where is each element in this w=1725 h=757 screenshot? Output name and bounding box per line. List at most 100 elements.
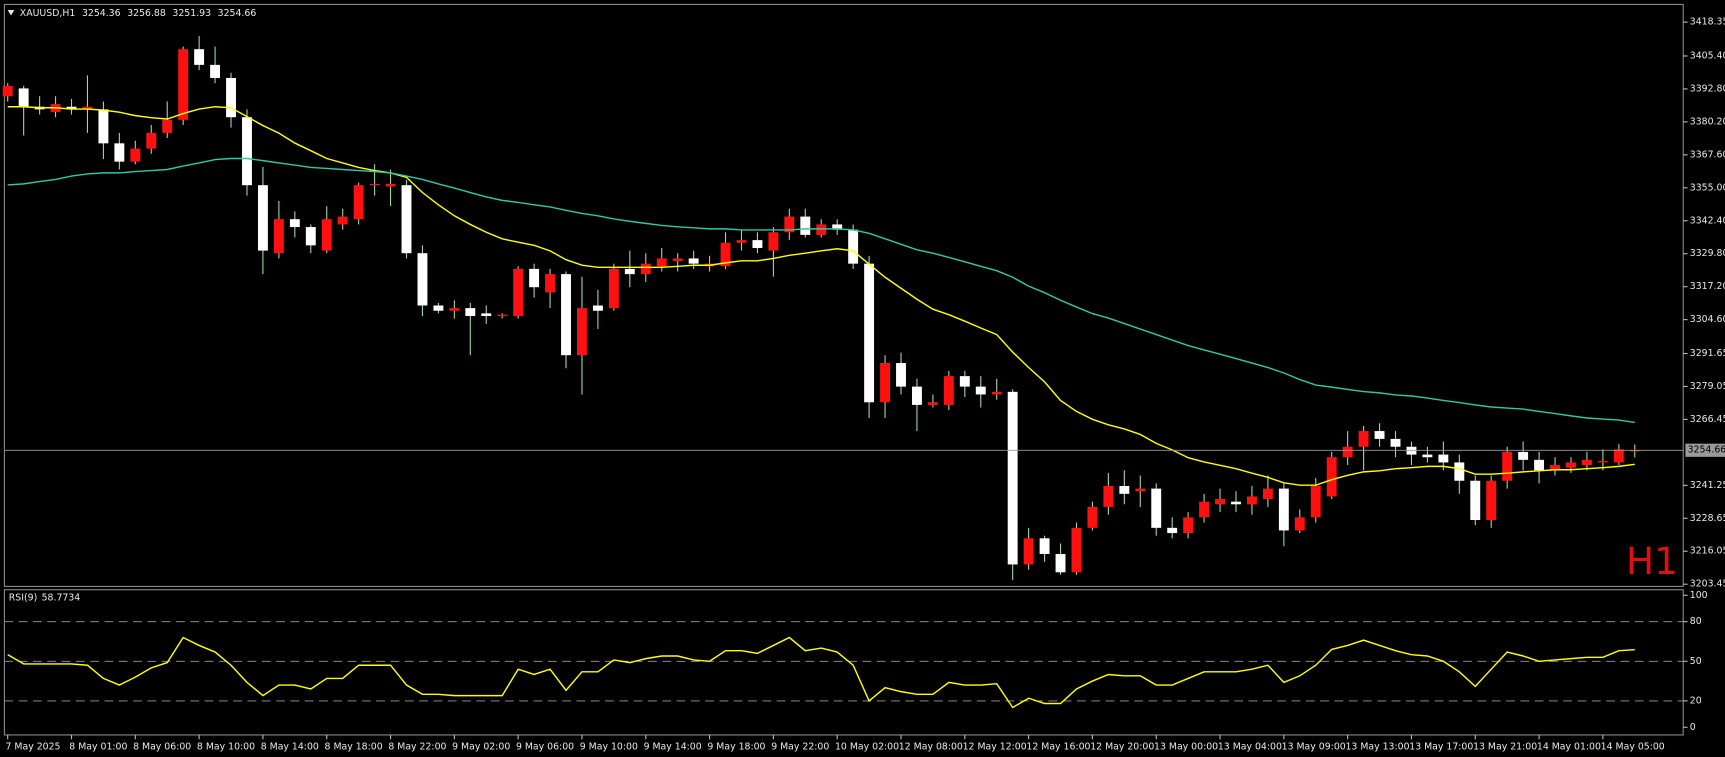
candle-body xyxy=(82,106,93,110)
candle-body xyxy=(577,308,587,356)
candle-body xyxy=(1183,517,1194,534)
candle-body xyxy=(417,253,428,306)
candle-body xyxy=(1470,480,1481,520)
candle-body xyxy=(1278,488,1289,531)
y-tick-label: 3304.60 xyxy=(1690,314,1725,325)
candle-body xyxy=(943,376,954,405)
candle-body xyxy=(991,391,1002,395)
candle-body xyxy=(513,268,524,316)
menu-triangle[interactable] xyxy=(7,9,15,16)
candle-body xyxy=(481,313,492,316)
header-open: 3254.36 xyxy=(82,8,121,19)
candle-body xyxy=(257,185,268,251)
candle-body xyxy=(1550,465,1560,471)
candle-body xyxy=(672,258,683,262)
candle-body xyxy=(1055,553,1066,573)
candle-body xyxy=(497,314,508,316)
x-tick-label: 13 May 09:00 xyxy=(1282,742,1346,753)
moving-average xyxy=(7,106,1635,486)
candle-body xyxy=(178,49,189,120)
candle-body xyxy=(1518,451,1529,460)
candle-body xyxy=(1422,454,1433,458)
candle-body xyxy=(912,386,922,405)
x-tick-label: 12 May 08:00 xyxy=(899,742,963,753)
candle-body xyxy=(1199,501,1210,518)
candle-body xyxy=(688,258,699,264)
candle-body xyxy=(1358,431,1369,447)
candle-body xyxy=(864,263,875,403)
candle-body xyxy=(305,227,316,246)
candle-body xyxy=(289,219,300,228)
candle-body xyxy=(1502,451,1513,481)
candle-body xyxy=(401,185,412,254)
y-tick-label: 3329.80 xyxy=(1690,248,1725,259)
x-tick-label: 9 May 14:00 xyxy=(644,742,702,753)
candle-body xyxy=(752,240,763,248)
y-tick-label: 3355.00 xyxy=(1690,182,1725,193)
y-tick-label: 3279.05 xyxy=(1690,381,1725,392)
y-tick-label: 20 xyxy=(1690,695,1702,706)
header-low: 3251.93 xyxy=(172,8,211,19)
candle-body xyxy=(114,143,125,162)
y-tick-label: 3380.20 xyxy=(1690,116,1725,127)
candle-body xyxy=(146,132,157,149)
candle-body xyxy=(433,305,444,311)
main-panel xyxy=(3,3,1684,587)
y-tick-label: 3317.20 xyxy=(1690,281,1725,292)
candle-body xyxy=(1135,488,1146,492)
candle-body xyxy=(608,268,619,309)
candle-body xyxy=(1438,454,1449,463)
candle-body xyxy=(2,85,13,97)
candle-body xyxy=(18,88,29,107)
candle-body xyxy=(880,363,891,403)
candle-body xyxy=(194,49,205,65)
y-tick-label: 3367.60 xyxy=(1690,149,1725,160)
candle-body xyxy=(1566,462,1576,468)
candle-body xyxy=(656,258,667,267)
candle-body xyxy=(1151,488,1162,528)
current-price-label: 3254.66 xyxy=(1688,445,1725,456)
y-tick-label: 3241.25 xyxy=(1690,480,1725,491)
candle-body xyxy=(1071,527,1082,573)
y-tick-label: 3291.65 xyxy=(1690,348,1725,359)
candle-body xyxy=(465,308,476,316)
candle-body xyxy=(1215,499,1225,505)
y-tick-label: 3392.80 xyxy=(1690,83,1725,94)
candle-body xyxy=(1103,485,1114,507)
candle-body xyxy=(1007,391,1018,565)
moving-average xyxy=(7,157,1635,424)
x-tick-label: 8 May 10:00 xyxy=(197,742,255,753)
candle-body xyxy=(1310,485,1321,518)
x-tick-label: 9 May 02:00 xyxy=(452,742,510,753)
y-tick-label: 0 xyxy=(1690,722,1696,733)
x-tick-label: 13 May 04:00 xyxy=(1218,742,1282,753)
candle-body xyxy=(768,232,779,251)
candle-body xyxy=(975,386,986,395)
candle-body xyxy=(1119,485,1130,494)
candle-body xyxy=(1246,496,1257,505)
candle-body xyxy=(624,268,635,275)
candle-body xyxy=(1231,501,1241,505)
candle-body xyxy=(832,224,843,230)
y-tick-label: 3266.45 xyxy=(1690,414,1725,425)
y-tick-label: 3203.45 xyxy=(1690,579,1725,590)
x-tick-label: 9 May 06:00 xyxy=(516,742,574,753)
candle-body xyxy=(1534,459,1545,471)
candle-body xyxy=(98,109,109,144)
x-tick-label: 13 May 00:00 xyxy=(1154,742,1218,753)
x-tick-label: 13 May 13:00 xyxy=(1345,742,1409,753)
timeframe-watermark: H1 xyxy=(1626,539,1678,583)
x-tick-label: 12 May 20:00 xyxy=(1090,742,1154,753)
candle-body xyxy=(959,376,970,387)
symbol-title: XAUUSD,H1 xyxy=(20,8,76,19)
candle-body xyxy=(369,183,380,186)
x-tick-label: 8 May 18:00 xyxy=(325,742,383,753)
candle-body xyxy=(449,308,460,311)
x-tick-label: 9 May 22:00 xyxy=(771,742,829,753)
candle-body xyxy=(226,77,236,118)
header-high: 3256.88 xyxy=(127,8,166,19)
x-tick-label: 8 May 01:00 xyxy=(69,742,127,753)
candle-body xyxy=(1023,538,1034,565)
x-tick-label: 13 May 21:00 xyxy=(1473,742,1537,753)
